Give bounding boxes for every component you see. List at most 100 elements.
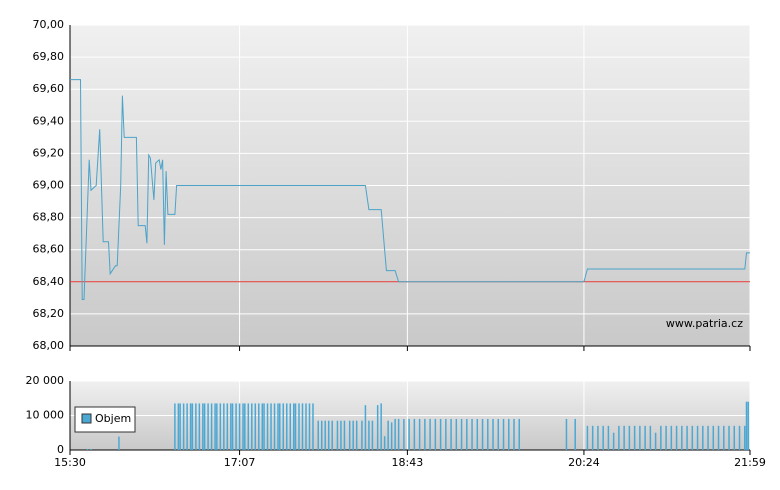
y-tick-label: 68,80 (33, 211, 65, 224)
volume-bar (745, 401, 748, 450)
volume-bar (747, 401, 750, 450)
y-tick-label: 68,00 (33, 339, 65, 352)
volume-bar (455, 418, 458, 450)
legend-label: Objem (95, 412, 131, 425)
volume-bar (301, 403, 304, 450)
volume-bar (418, 418, 421, 450)
x-tick-label: 15:30 (54, 456, 86, 469)
volume-bar (305, 403, 307, 450)
volume-bar (186, 403, 188, 450)
volume-bar (445, 418, 447, 450)
volume-bar (340, 420, 342, 450)
volume-bar (644, 425, 646, 450)
volume-bar (450, 418, 452, 450)
volume-bar (336, 420, 339, 450)
volume-bar (361, 420, 363, 450)
volume-bar (387, 420, 389, 450)
volume-bar (86, 448, 89, 450)
volume-bar (343, 420, 346, 450)
volume-bar (513, 418, 515, 450)
volume-bar (460, 418, 463, 450)
volume-bar (376, 405, 379, 450)
volume-bar (327, 420, 330, 450)
volume-bar (723, 425, 725, 450)
volume-bar (654, 432, 657, 450)
volume-bar (497, 418, 500, 450)
volume-bar (198, 403, 201, 450)
legend-swatch (81, 413, 92, 424)
y-tick-label: 69,00 (33, 179, 65, 192)
y-tick-label: 69,60 (33, 82, 65, 95)
volume-bar (728, 425, 730, 450)
volume-bar (471, 418, 473, 450)
volume-bar (320, 420, 323, 450)
volume-bar (90, 448, 92, 450)
volume-bar (207, 403, 209, 450)
volume-bar (203, 403, 206, 450)
volume-bar (355, 420, 358, 450)
volume-bar (712, 425, 715, 450)
volume-bar (481, 418, 484, 450)
volume-bar (675, 425, 678, 450)
volume-bar (696, 425, 699, 450)
volume-bar (466, 418, 468, 450)
x-tick-label: 18:43 (392, 456, 424, 469)
y-tick-label: 0 (57, 443, 64, 456)
legend: Objem (74, 406, 136, 433)
y-tick-label: 70,00 (33, 18, 65, 31)
volume-bar (352, 420, 354, 450)
volume-bar (738, 425, 741, 450)
volume-bar (518, 418, 521, 450)
volume-bar (618, 425, 620, 450)
volume-bar (179, 403, 181, 450)
volume-bar (177, 403, 180, 450)
volume-bar (744, 425, 746, 450)
y-tick-label: 10 000 (26, 409, 65, 422)
volume-bar (317, 420, 319, 450)
volume-bar (235, 403, 237, 450)
watermark: www.patria.cz (666, 317, 743, 330)
volume-bar (289, 403, 292, 450)
volume-bar (408, 418, 410, 450)
volume-bar (258, 403, 260, 450)
volume-bar (612, 432, 615, 450)
volume-bar (279, 403, 281, 450)
volume-bar (660, 425, 662, 450)
volume-bar (413, 418, 416, 450)
volume-bar (270, 403, 272, 450)
volume-bar (691, 425, 694, 450)
volume-bar (266, 403, 269, 450)
volume-bar (191, 403, 194, 450)
volume-bar (702, 425, 704, 450)
volume-bar (607, 425, 610, 450)
volume-bar (487, 418, 489, 450)
volume-bar (397, 418, 400, 450)
volume-bar (251, 403, 253, 450)
volume-bar (324, 420, 326, 450)
volume-bar (226, 403, 229, 450)
volume-bar (686, 425, 688, 450)
volume-bar (633, 425, 636, 450)
volume-bar (424, 418, 426, 450)
y-tick-label: 68,40 (33, 275, 65, 288)
volume-bar (508, 418, 510, 450)
volume-bar (492, 418, 494, 450)
volume-bar (231, 403, 234, 450)
volume-bar (247, 403, 250, 450)
volume-bar (380, 403, 382, 450)
volume-bar (565, 418, 568, 450)
volume-bar (293, 403, 295, 450)
y-tick-label: 68,20 (33, 307, 65, 320)
volume-bar (670, 425, 673, 450)
volume-bar (368, 420, 370, 450)
volume-bar (602, 425, 604, 450)
volume-bar (263, 403, 265, 450)
volume-bar (348, 420, 351, 450)
x-tick-label: 17:07 (224, 456, 256, 469)
volume-bar (286, 403, 288, 450)
volume-bar (216, 403, 218, 450)
volume-bar (403, 418, 405, 450)
volume-bar (189, 403, 192, 450)
volume-bar (210, 403, 213, 450)
